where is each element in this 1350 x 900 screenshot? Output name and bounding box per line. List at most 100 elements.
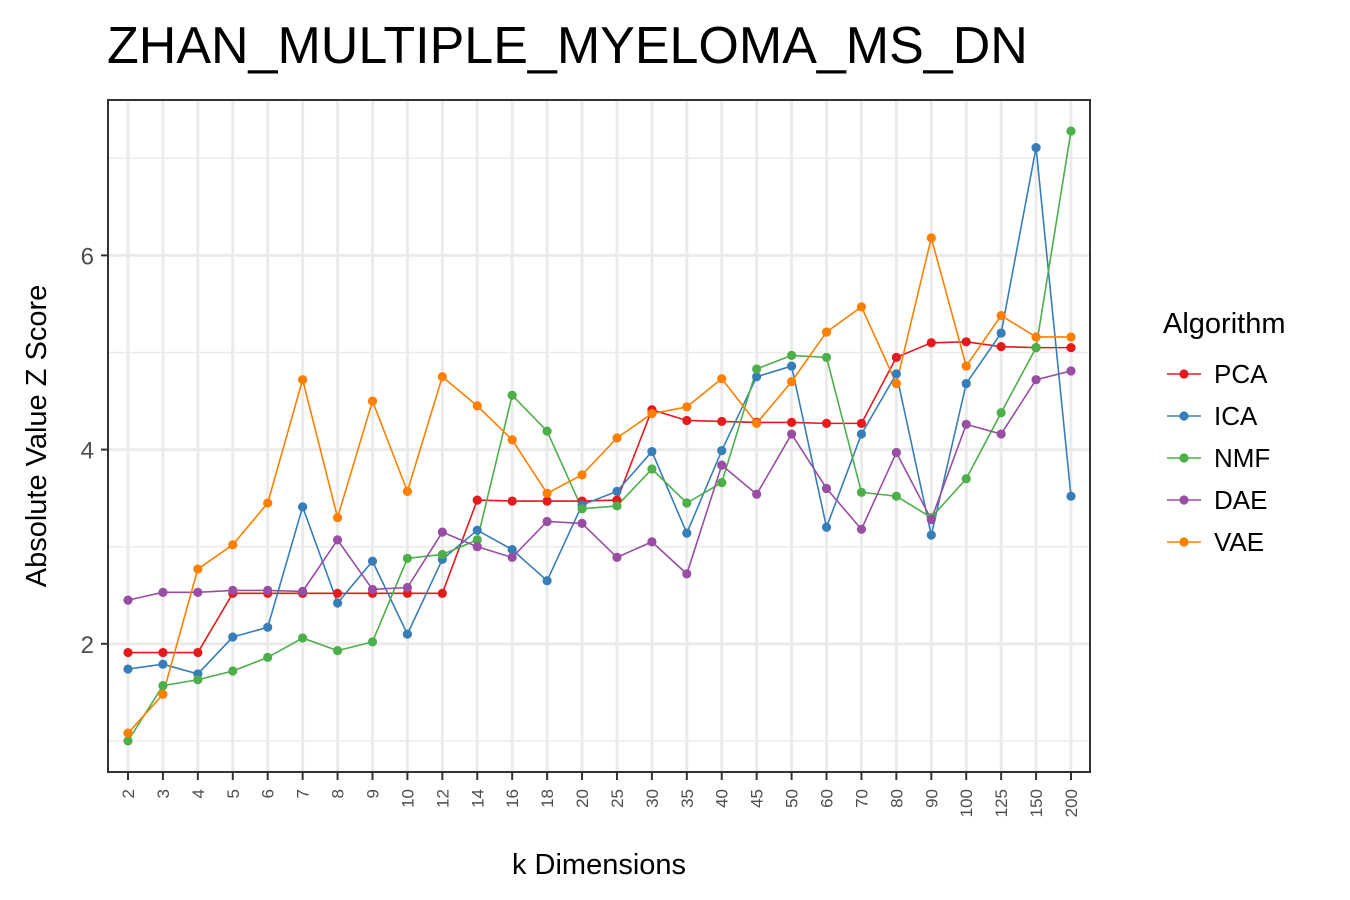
data-point-vae — [996, 310, 1006, 321]
legend-key-point — [1179, 537, 1189, 547]
x-tick-label: 10 — [398, 789, 417, 808]
x-tick-label: 12 — [433, 789, 452, 808]
data-point-ica — [298, 502, 308, 512]
data-point-ica — [717, 445, 727, 456]
legend-item-dae: DAE — [1167, 485, 1267, 515]
plot-border — [107, 99, 1091, 773]
data-point-nmf — [856, 487, 867, 497]
data-point-nmf — [193, 675, 203, 685]
data-point-nmf — [996, 408, 1006, 418]
series-layer — [123, 126, 1076, 746]
data-point-vae — [752, 418, 762, 428]
data-point-nmf — [263, 652, 273, 663]
series-line-vae — [127, 237, 1071, 734]
data-point-ica — [332, 598, 343, 608]
legend-item-nmf: NMF — [1167, 443, 1270, 473]
data-point-ica — [1031, 142, 1041, 153]
y-tick-label: 4 — [81, 438, 94, 465]
x-tick-label: 60 — [818, 789, 837, 808]
data-point-vae — [1066, 332, 1076, 342]
data-point-vae — [472, 401, 482, 411]
data-point-vae — [961, 361, 971, 371]
data-point-dae — [367, 584, 378, 595]
data-point-nmf — [542, 426, 552, 436]
x-tick-label: 100 — [957, 789, 976, 817]
series-line-nmf — [127, 130, 1072, 742]
data-point-dae — [402, 582, 413, 593]
x-tick-label: 2 — [119, 789, 138, 798]
x-tick-label: 14 — [468, 789, 487, 808]
legend-label: ICA — [1214, 401, 1258, 431]
data-point-nmf — [682, 498, 692, 508]
y-axis: 2 4 6 — [81, 243, 108, 659]
data-point-vae — [891, 378, 901, 389]
x-tick-label: 16 — [503, 789, 522, 808]
legend-label: NMF — [1214, 443, 1270, 473]
data-point-vae — [158, 689, 168, 699]
data-point-dae — [332, 535, 343, 545]
data-point-pca — [1066, 343, 1076, 353]
data-point-ica — [402, 629, 413, 639]
legend-key-point — [1179, 453, 1189, 463]
data-point-vae — [786, 377, 797, 387]
x-axis: 2 3 4 5 6 7 8 9 10 12 14 16 18 20 25 30 35 40 45 50 60 70 80 90… — [119, 772, 1081, 817]
legend-item-ica: ICA — [1167, 401, 1258, 431]
data-point-pca — [786, 417, 797, 428]
data-point-vae — [612, 433, 622, 443]
data-point-pca — [507, 496, 517, 506]
x-tick-label: 200 — [1062, 789, 1081, 817]
data-point-ica — [228, 632, 238, 642]
data-point-nmf — [158, 680, 168, 691]
data-point-dae — [647, 537, 657, 547]
data-point-vae — [682, 402, 692, 412]
data-point-pca — [891, 352, 901, 362]
legend-label: DAE — [1214, 485, 1267, 515]
legend-label: VAE — [1214, 527, 1264, 557]
x-tick-label: 90 — [922, 789, 941, 808]
data-point-pca — [682, 415, 692, 426]
x-tick-label: 7 — [294, 789, 313, 798]
data-point-nmf — [577, 504, 587, 514]
data-point-vae — [193, 564, 203, 574]
chart-title: ZHAN_MULTIPLE_MYELOMA_MS_DN — [107, 17, 1028, 75]
data-point-pca — [123, 647, 133, 658]
data-point-dae — [123, 595, 133, 605]
x-tick-label: 80 — [887, 789, 906, 808]
data-point-nmf — [402, 553, 413, 563]
data-point-dae — [193, 587, 203, 597]
data-point-dae — [1066, 366, 1076, 376]
data-point-vae — [821, 327, 832, 337]
x-tick-label: 35 — [678, 789, 697, 808]
data-point-dae — [891, 447, 901, 458]
data-point-pca — [437, 588, 447, 598]
data-point-nmf — [961, 474, 971, 484]
x-tick-label: 8 — [329, 789, 348, 798]
data-point-pca — [472, 495, 482, 505]
data-point-pca — [193, 647, 203, 658]
legend-key-point — [1179, 411, 1189, 421]
data-point-pca — [717, 416, 727, 427]
data-point-pca — [158, 647, 168, 658]
data-point-dae — [786, 429, 797, 439]
data-point-dae — [542, 516, 552, 527]
data-point-dae — [298, 586, 308, 596]
data-point-vae — [926, 233, 936, 243]
data-point-dae — [856, 524, 867, 534]
data-point-nmf — [228, 666, 238, 676]
series-line-ica — [127, 147, 1072, 675]
data-point-nmf — [647, 464, 657, 474]
data-point-nmf — [367, 637, 378, 647]
x-tick-label: 18 — [538, 789, 557, 808]
data-point-dae — [752, 489, 762, 499]
data-point-ica — [682, 528, 692, 538]
x-tick-label: 3 — [154, 789, 173, 798]
data-point-ica — [647, 446, 657, 457]
data-point-nmf — [1066, 126, 1076, 136]
y-axis-title: Absolute Value Z Score — [21, 285, 53, 588]
data-point-ica — [752, 372, 762, 382]
x-tick-label: 150 — [1027, 789, 1046, 817]
data-point-vae — [437, 372, 447, 382]
data-point-vae — [647, 409, 657, 419]
data-point-ica — [367, 556, 378, 566]
x-tick-label: 4 — [189, 789, 208, 798]
